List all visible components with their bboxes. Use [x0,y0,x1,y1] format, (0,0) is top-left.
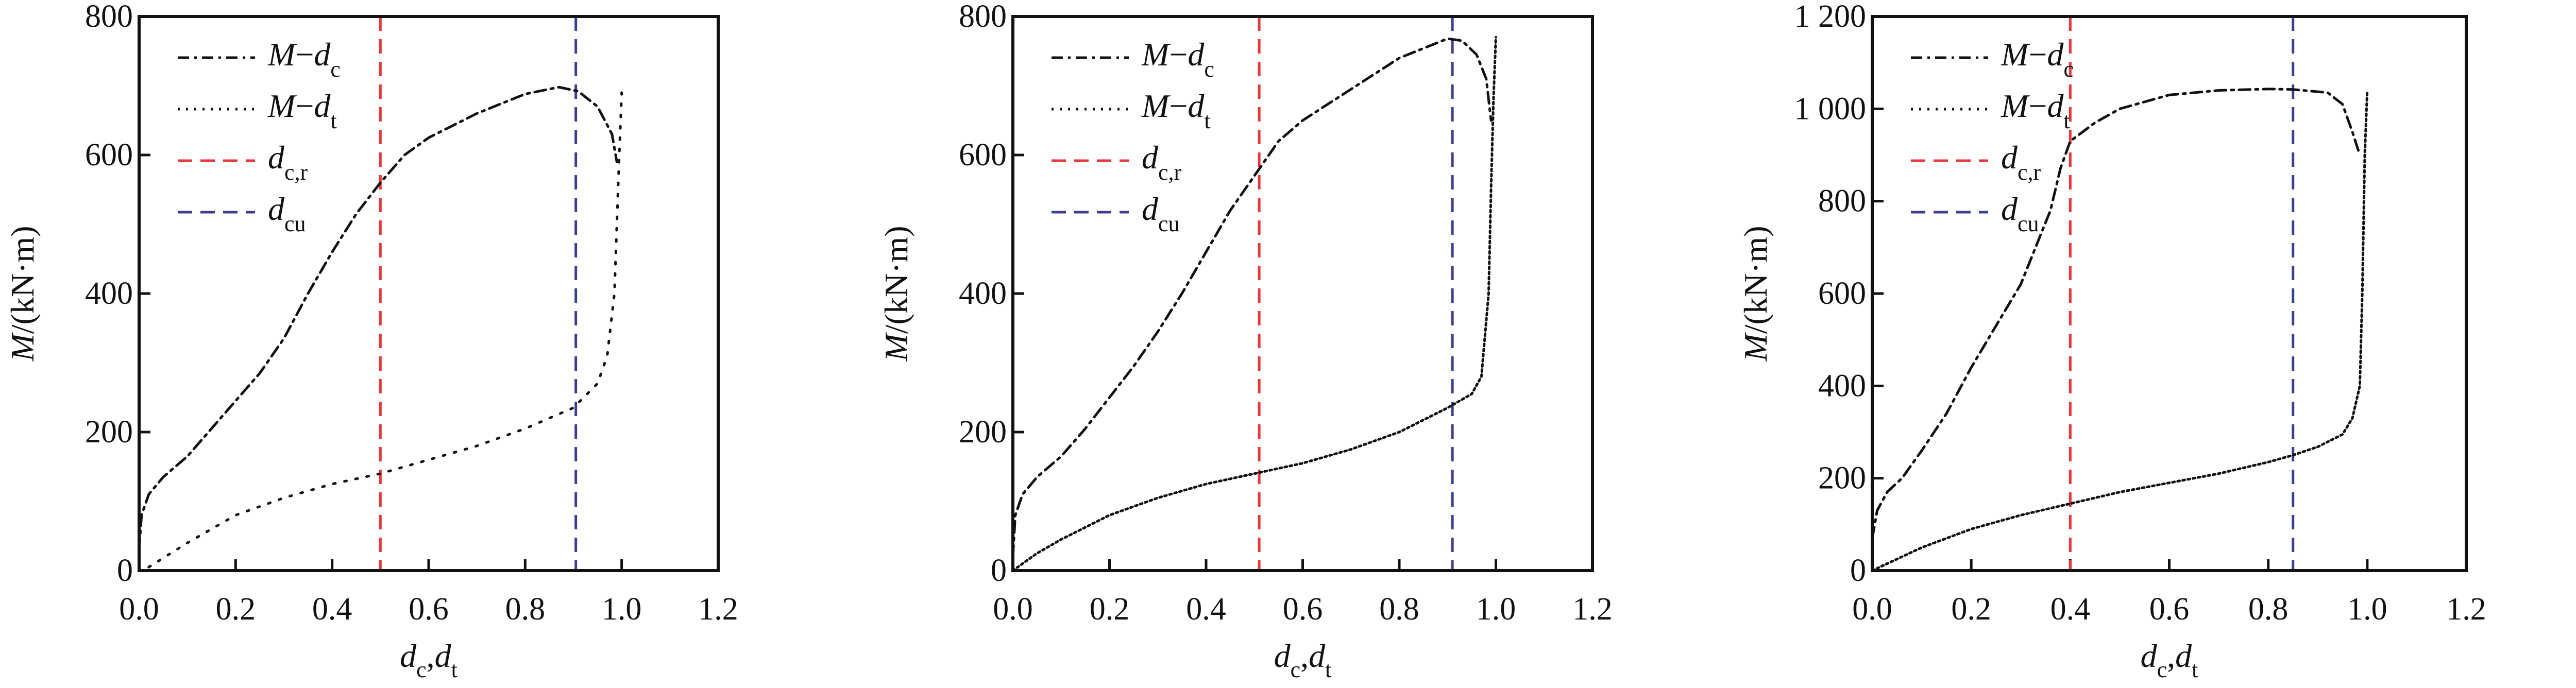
y-tick-label: 800 [959,0,1007,34]
x-tick-label: 0.0 [119,592,159,627]
x-tick-label: 0.4 [312,592,352,627]
y-tick-label: 1 000 [1794,91,1867,126]
x-tick-label: 1.2 [698,592,738,627]
legend: M−dc M−dt dc,r dcu [178,36,341,236]
y-axis-label: M/(kN·m) [4,226,41,362]
series-m-dc [1011,37,1493,558]
axes-frame [1871,15,2468,572]
legend-label-mdt: M−dt [1141,88,1211,133]
legend: M−dc M−dt dc,r dcu [1052,36,1214,236]
y-tick-label: 400 [959,276,1007,311]
series-m-dc [138,85,618,552]
x-tick-label: 0.6 [2149,592,2190,627]
axes-frame [138,15,720,572]
chart-panel-3: 0.0 0.2 0.4 0.6 0.8 1.0 1.2 0 200 400 600 800 1 000 1… [1737,0,2486,682]
y-tick-label: 200 [85,415,133,450]
x-tick-label: 0.8 [505,592,546,627]
legend-label-dcu: dcu [1142,191,1180,236]
x-tick-label: 0.2 [1090,592,1130,627]
legend-label-dcr: dc,r [1142,139,1182,185]
x-tick-label: 0.2 [1951,592,1991,627]
legend: M−dc M−dt dc,r dcu [1911,36,2074,236]
y-tick-label: 0 [991,553,1007,588]
y-tick-label: 400 [1818,368,1866,403]
y-axis-label: M/(kN·m) [878,226,914,362]
x-tick-label: 0.4 [2050,592,2091,627]
legend-label-dcr: dc,r [268,139,308,185]
chart-panel-1: 0.0 0.2 0.4 0.6 0.8 1.0 1.20200400600800M−dcM−… [4,0,738,682]
legend-label-mdc: M−dc [1141,36,1214,82]
y-tick-label: 0 [117,553,133,588]
x-tick-label: 0.8 [2248,592,2289,627]
y-tick-label: 800 [1818,184,1866,219]
x-axis-label: dc,dt [2141,638,2198,682]
x-tick-label: 1.2 [2446,592,2486,627]
y-tick-label: 600 [1818,276,1866,311]
x-tick-label: 1.0 [2347,592,2387,627]
chart-panel-2: 0.0 0.2 0.4 0.6 0.8 1.0 1.20200400600800M−dcM−… [878,0,1613,682]
x-tick-label: 0.6 [409,592,449,627]
y-axis-label: M/(kN·m) [1737,226,1774,362]
x-tick-label: 0.0 [1852,592,1892,627]
y-tick-label: 600 [959,137,1007,173]
series-m-dt [147,91,623,569]
axes-frame [1011,15,1594,572]
y-tick-label: 800 [85,0,133,34]
x-tick-label: 1.0 [602,592,642,627]
series-m-dt [1871,89,2369,572]
x-axis-label: dc,dt [1274,638,1332,682]
y-tick-label: 1 200 [1794,0,1867,34]
y-tick-label: 0 [1850,553,1866,588]
legend-label-dcr: dc,r [2001,139,2041,185]
x-tick-label: 0.0 [993,592,1033,627]
y-tick-label: 600 [85,137,133,173]
y-tick-label: 200 [1818,461,1866,496]
x-tick-label: 0.4 [1186,592,1226,627]
x-tick-label: 0.8 [1379,592,1419,627]
legend-label-mdt: M−dt [2001,88,2070,133]
x-tick-label: 1.2 [1572,592,1613,627]
legend-label-mdt: M−dt [267,88,337,133]
x-tick-label: 1.0 [1476,592,1516,627]
x-axis-label: dc,dt [400,638,457,682]
legend-label-dcu: dcu [2001,191,2039,236]
legend-label-mdc: M−dc [267,36,341,82]
x-tick-label: 0.2 [216,592,256,627]
y-tick-label: 200 [959,415,1007,450]
series-m-dt [1011,36,1497,572]
legend-label-dcu: dcu [268,191,306,236]
legend-label-mdc: M−dc [2001,36,2074,82]
y-tick-label: 400 [85,276,133,311]
x-tick-label: 0.6 [1283,592,1323,627]
series-m-dc [1871,88,2361,540]
